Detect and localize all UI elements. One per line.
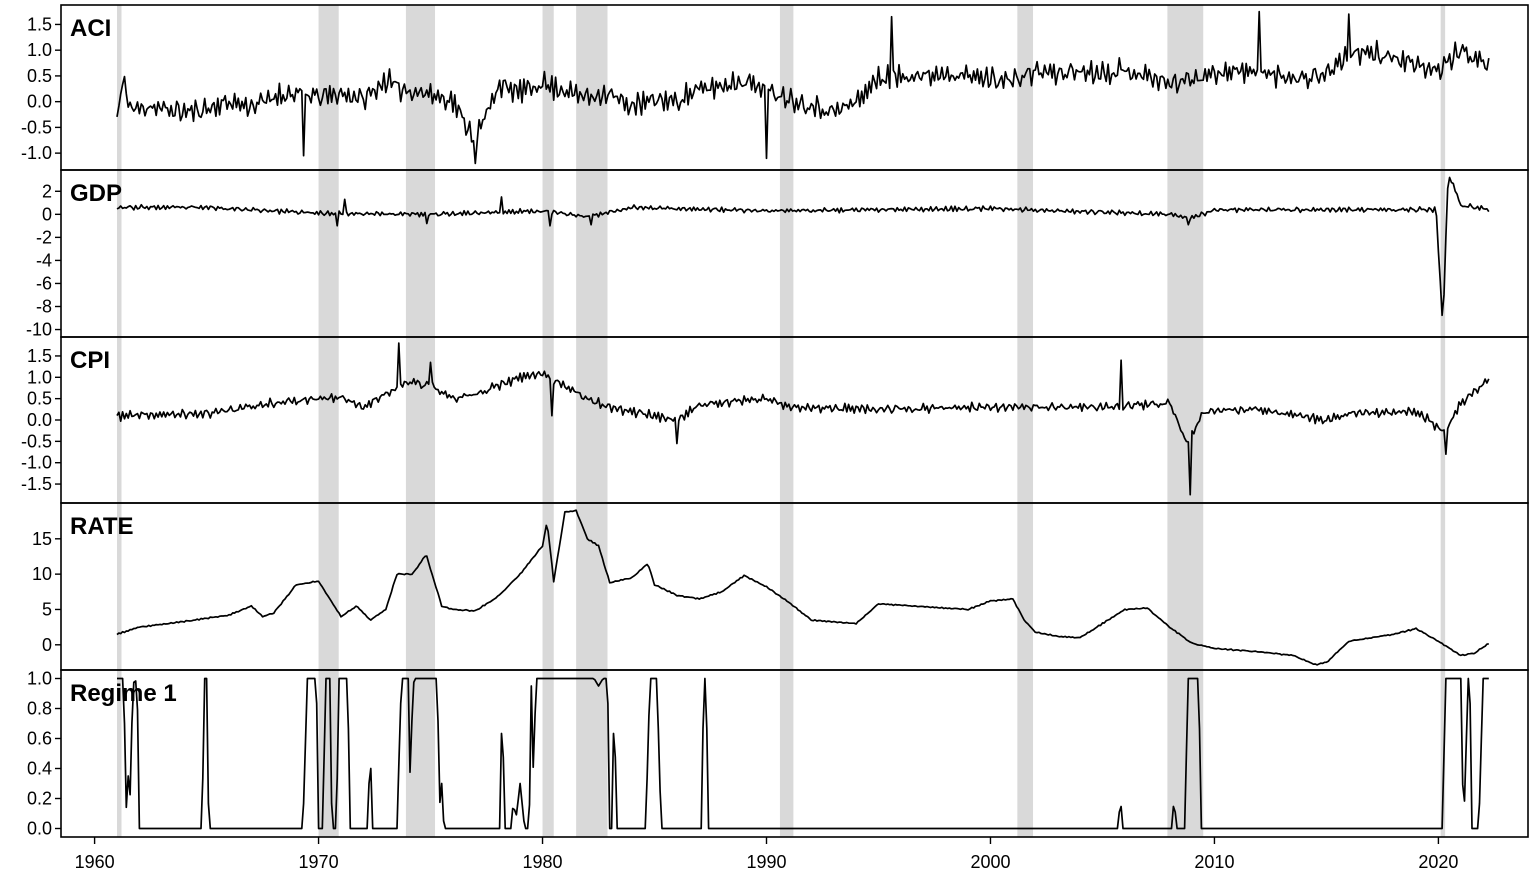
ytick-label-aci-0: -1.0 (21, 143, 52, 163)
recession-band-4 (542, 5, 554, 837)
ytick-label-cpi-0: -1.5 (21, 474, 52, 494)
xtick-label-6: 2020 (1418, 852, 1458, 872)
ytick-label-cpi-5: 1.0 (27, 367, 52, 387)
panel-labels: ACI GDP CPI RATE Regime 1 (70, 15, 177, 707)
ytick-label-gdp-3: -4 (36, 250, 52, 270)
xtick-label-0: 1960 (75, 852, 115, 872)
ytick-label-aci-3: 0.5 (27, 66, 52, 86)
recession-band-9 (1440, 5, 1446, 837)
series-line-rate (116, 509, 1489, 666)
panel-frame-rate (60, 502, 1529, 671)
recession-band-8 (1167, 5, 1204, 837)
ytick-label-rate-0: 0 (42, 635, 52, 655)
ytick-label-regime-1-0: 0.0 (27, 819, 52, 839)
ytick-label-gdp-4: -2 (36, 227, 52, 247)
series-line-gdp (116, 176, 1490, 317)
panel-frame-gdp (60, 169, 1529, 338)
xtick-label-1: 1970 (299, 852, 339, 872)
panel-label-rate: RATE (70, 513, 134, 540)
recession-shading (116, 5, 1446, 837)
series-line-regime-1 (117, 677, 1489, 830)
ytick-label-cpi-3: 0.0 (27, 410, 52, 430)
ytick-label-rate-1: 5 (42, 599, 52, 619)
ytick-label-regime-1-4: 0.8 (27, 699, 52, 719)
xtick-label-3: 1990 (746, 852, 786, 872)
panel-label-gdp: GDP (70, 180, 122, 207)
ytick-label-gdp-0: -10 (26, 320, 52, 340)
recession-band-3 (405, 5, 436, 837)
series-line-cpi (116, 342, 1490, 496)
panel-frame-cpi (60, 336, 1529, 504)
ytick-label-gdp-6: 2 (42, 181, 52, 201)
ytick-label-aci-4: 1.0 (27, 40, 52, 60)
y-axes: -1.0-0.50.00.51.01.5-10-8-6-4-202-1.5-1.… (21, 14, 61, 839)
panel-label-regime-1: Regime 1 (70, 680, 177, 707)
ytick-label-regime-1-1: 0.2 (27, 789, 52, 809)
ytick-label-regime-1-5: 1.0 (27, 669, 52, 689)
ytick-label-rate-2: 10 (32, 564, 52, 584)
recession-band-2 (318, 5, 339, 837)
panel-label-aci: ACI (70, 15, 111, 42)
x-axis: 1960 1970 1980 1990 2000 2010 2020 (75, 837, 1458, 872)
ytick-label-cpi-4: 0.5 (27, 389, 52, 409)
ytick-label-aci-1: -0.5 (21, 117, 52, 137)
recession-band-6 (779, 5, 794, 837)
xtick-label-5: 2010 (1194, 852, 1234, 872)
panel-frames (60, 4, 1529, 838)
ytick-label-regime-1-3: 0.6 (27, 729, 52, 749)
panel-label-cpi: CPI (70, 347, 110, 374)
recession-band-5 (576, 5, 608, 837)
panel-frame-regime-1 (60, 669, 1529, 838)
xtick-label-4: 2000 (970, 852, 1010, 872)
ytick-label-gdp-5: 0 (42, 204, 52, 224)
ytick-label-rate-3: 15 (32, 529, 52, 549)
ytick-label-cpi-1: -1.0 (21, 453, 52, 473)
series-lines (116, 10, 1490, 830)
recession-band-1 (116, 5, 122, 837)
series-line-aci (116, 10, 1490, 165)
ytick-label-aci-5: 1.5 (27, 14, 52, 34)
ytick-label-gdp-1: -8 (36, 297, 52, 317)
ytick-label-gdp-2: -6 (36, 273, 52, 293)
recession-band-7 (1017, 5, 1034, 837)
ytick-label-aci-2: 0.0 (27, 92, 52, 112)
ytick-label-regime-1-2: 0.4 (27, 759, 52, 779)
ytick-label-cpi-2: -0.5 (21, 431, 52, 451)
ytick-label-cpi-6: 1.5 (27, 346, 52, 366)
xtick-label-2: 1980 (523, 852, 563, 872)
